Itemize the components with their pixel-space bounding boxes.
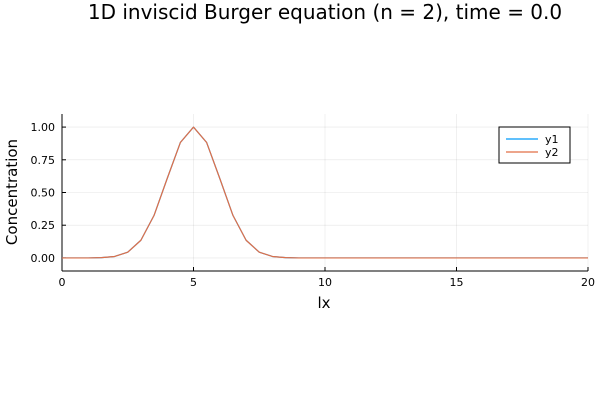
legend-label-y2: y2 xyxy=(545,146,559,159)
x-axis-label: lx xyxy=(317,294,330,312)
series-line-y2 xyxy=(62,126,588,259)
x-tick-label: 5 xyxy=(190,276,197,289)
y-tick-label: 0.50 xyxy=(31,187,56,200)
legend-label-y1: y1 xyxy=(545,133,559,146)
x-tick-label: 0 xyxy=(59,276,66,289)
y-tick-label: 0.25 xyxy=(31,219,56,232)
y-tick-label: 1.00 xyxy=(31,121,56,134)
legend-box xyxy=(498,126,571,164)
x-tick-label: 20 xyxy=(581,276,595,289)
y-tick-label: 0.00 xyxy=(31,252,56,265)
chart-title: 1D inviscid Burger equation (n = 2), tim… xyxy=(88,0,562,24)
x-tick-label: 15 xyxy=(450,276,464,289)
y-axis-label: Concentration xyxy=(3,139,21,245)
x-tick-label: 10 xyxy=(318,276,332,289)
series-lines xyxy=(62,126,588,259)
y-tick-label: 0.75 xyxy=(31,154,56,167)
